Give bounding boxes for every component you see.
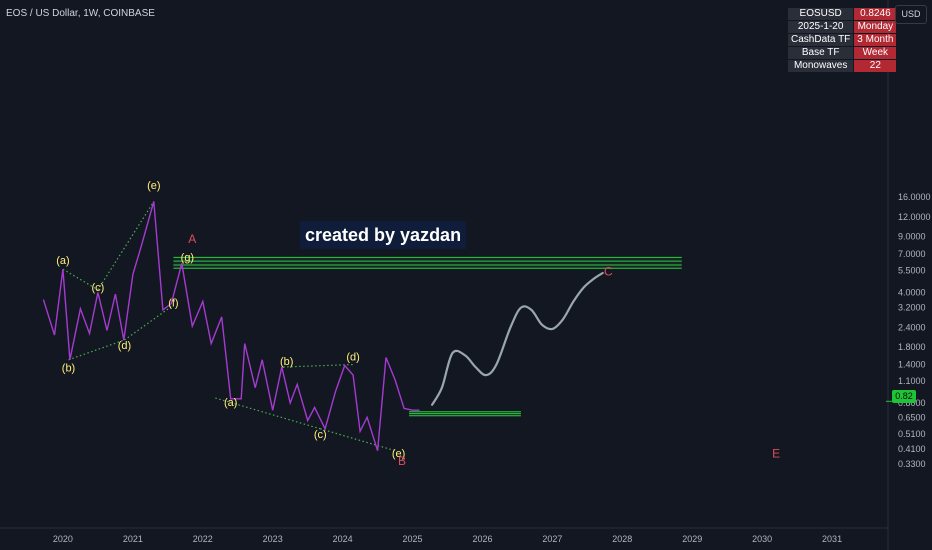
wave-trendline xyxy=(68,339,125,361)
currency-unit-button[interactable]: USD xyxy=(895,5,927,24)
info-key: EOSUSD xyxy=(788,8,854,20)
wave-label: (b) xyxy=(280,356,293,368)
wave-trendline xyxy=(97,201,155,291)
x-tick-label: 2021 xyxy=(123,534,143,544)
info-value: Monday xyxy=(854,21,897,33)
y-tick-label: 1.4000 xyxy=(898,360,926,370)
wave-trendline xyxy=(62,268,99,291)
wave-trendline xyxy=(320,428,396,452)
y-tick-label: 1.1000 xyxy=(898,376,926,386)
x-tick-label: 2026 xyxy=(472,534,492,544)
degree-label: A xyxy=(188,232,196,246)
x-tick-label: 2023 xyxy=(263,534,283,544)
wave-trendline xyxy=(283,363,354,368)
wave-label: (d) xyxy=(118,340,131,352)
wave-label: (b) xyxy=(62,362,75,374)
degree-label: B xyxy=(398,454,406,468)
wave-label: (e) xyxy=(392,448,405,460)
y-tick-label: 5.5000 xyxy=(898,265,926,275)
y-tick-label: 0.6500 xyxy=(898,412,926,422)
info-row: Monowaves 22 xyxy=(788,60,897,72)
wave-trendline xyxy=(124,306,172,341)
info-table: EOSUSD 0.8246 2025-1-20 Monday CashData TF 3 … xyxy=(787,7,897,73)
info-value: Week xyxy=(854,47,897,59)
wave-label: (f) xyxy=(168,297,178,309)
y-tick-label: 7.0000 xyxy=(898,249,926,259)
wave-label: (a) xyxy=(56,255,69,267)
y-tick-label: 4.0000 xyxy=(898,287,926,297)
degree-label: C xyxy=(604,265,613,279)
info-value: 3 Month xyxy=(854,34,897,46)
y-tick-label: 0.5100 xyxy=(898,429,926,439)
info-key: CashData TF xyxy=(788,34,854,46)
wave-label: (a) xyxy=(224,397,237,409)
projection-curve xyxy=(431,271,604,406)
y-tick-label: 1.8000 xyxy=(898,342,926,352)
x-tick-label: 2025 xyxy=(403,534,423,544)
current-price-tag: 0.82 xyxy=(892,390,916,403)
wave-label: (c) xyxy=(91,282,104,294)
wave-label: (e) xyxy=(147,180,160,192)
target-zone-fill xyxy=(173,257,682,269)
price-series-line xyxy=(42,201,420,451)
info-value: 0.8246 xyxy=(854,8,897,20)
y-tick-label: 0.8000 xyxy=(898,398,926,408)
info-row: CashData TF 3 Month xyxy=(788,34,897,46)
x-tick-label: 2024 xyxy=(333,534,353,544)
x-tick-label: 2027 xyxy=(542,534,562,544)
info-key: Base TF xyxy=(788,47,854,59)
info-key: Monowaves xyxy=(788,60,854,72)
info-row: 2025-1-20 Monday xyxy=(788,21,897,33)
wave-label: (g) xyxy=(181,252,194,264)
wave-label: (c) xyxy=(314,429,327,441)
x-tick-label: 2031 xyxy=(822,534,842,544)
x-tick-label: 2028 xyxy=(612,534,632,544)
chart-title: EOS / US Dollar, 1W, COINBASE xyxy=(6,8,155,19)
info-row: Base TF Week xyxy=(788,47,897,59)
y-tick-label: 2.4000 xyxy=(898,322,926,332)
wave-label: (d) xyxy=(346,351,359,363)
x-tick-label: 2030 xyxy=(752,534,772,544)
y-tick-label: 0.4100 xyxy=(898,444,926,454)
info-row: EOSUSD 0.8246 xyxy=(788,8,897,20)
degree-label: E xyxy=(772,446,780,460)
x-tick-label: 2020 xyxy=(53,534,73,544)
y-tick-label: 9.0000 xyxy=(898,232,926,242)
info-key: 2025-1-20 xyxy=(788,21,854,33)
y-tick-label: 0.3300 xyxy=(898,459,926,469)
y-tick-label: 16.0000 xyxy=(898,192,931,202)
x-tick-label: 2022 xyxy=(193,534,213,544)
y-tick-label: 12.0000 xyxy=(898,212,931,222)
y-tick-label: 3.2000 xyxy=(898,303,926,313)
x-tick-label: 2029 xyxy=(682,534,702,544)
author-watermark: created by yazdan xyxy=(300,221,467,249)
info-value: 22 xyxy=(854,60,897,72)
